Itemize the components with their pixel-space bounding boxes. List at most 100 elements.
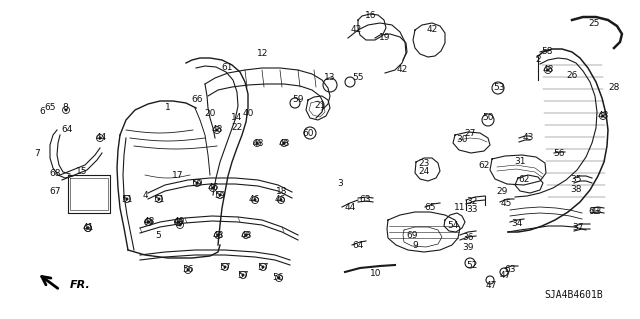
Text: 39: 39 (462, 242, 474, 251)
Text: 41: 41 (83, 224, 93, 233)
Circle shape (195, 182, 198, 184)
Text: 48: 48 (211, 125, 223, 135)
Circle shape (241, 273, 244, 277)
Text: 48: 48 (597, 112, 609, 121)
Text: 7: 7 (34, 149, 40, 158)
Text: 43: 43 (590, 206, 602, 216)
Text: 64: 64 (61, 125, 73, 135)
Circle shape (125, 197, 129, 201)
Text: 60: 60 (302, 129, 314, 137)
Text: 26: 26 (566, 70, 578, 79)
Text: 65: 65 (424, 203, 436, 211)
Text: 15: 15 (76, 167, 88, 176)
Circle shape (244, 234, 248, 236)
Text: 48: 48 (240, 231, 252, 240)
Text: 55: 55 (352, 72, 364, 81)
Circle shape (157, 197, 161, 201)
Text: 36: 36 (462, 233, 474, 241)
Text: 42: 42 (350, 26, 362, 34)
Text: 33: 33 (467, 205, 477, 214)
Text: 22: 22 (232, 123, 243, 132)
Text: 57: 57 (257, 263, 269, 271)
Circle shape (147, 220, 150, 224)
Text: 63: 63 (588, 206, 600, 216)
Text: 48: 48 (143, 218, 155, 226)
Text: 10: 10 (371, 270, 381, 278)
Text: 38: 38 (570, 184, 582, 194)
Text: 57: 57 (237, 271, 249, 279)
Text: 62: 62 (478, 160, 490, 169)
Text: 54: 54 (447, 220, 459, 229)
Text: 44: 44 (95, 133, 107, 143)
Text: 5: 5 (155, 231, 161, 240)
Text: 48: 48 (278, 138, 290, 147)
Text: 59: 59 (292, 95, 304, 105)
Text: 11: 11 (454, 203, 466, 211)
Text: 19: 19 (380, 33, 391, 41)
Text: 66: 66 (191, 95, 203, 105)
Circle shape (547, 69, 550, 71)
Circle shape (262, 265, 264, 269)
Text: 45: 45 (500, 198, 512, 207)
Text: 68: 68 (49, 169, 61, 179)
Circle shape (147, 220, 150, 224)
Text: FR.: FR. (70, 280, 91, 290)
Text: 16: 16 (365, 11, 377, 19)
Text: 67: 67 (49, 188, 61, 197)
Circle shape (216, 129, 218, 131)
Text: 21: 21 (314, 100, 326, 109)
Text: 46: 46 (275, 196, 285, 204)
Text: 56: 56 (272, 273, 284, 283)
Text: 59: 59 (191, 179, 203, 188)
Circle shape (179, 224, 182, 226)
Text: 58: 58 (541, 48, 553, 56)
Text: 48: 48 (252, 138, 264, 147)
Text: 51: 51 (121, 195, 132, 204)
Text: 59: 59 (214, 190, 226, 199)
Text: 32: 32 (467, 197, 477, 205)
Text: 40: 40 (243, 108, 253, 117)
Text: 31: 31 (515, 158, 525, 167)
Text: SJA4B4601B: SJA4B4601B (545, 290, 604, 300)
Text: 2: 2 (535, 56, 541, 64)
Text: 51: 51 (153, 195, 164, 204)
Circle shape (255, 142, 259, 145)
Circle shape (280, 198, 282, 202)
Text: 13: 13 (324, 73, 336, 83)
Text: 29: 29 (496, 188, 508, 197)
Text: 24: 24 (419, 167, 429, 176)
Circle shape (211, 187, 214, 189)
Text: 46: 46 (207, 183, 219, 192)
Circle shape (177, 220, 180, 224)
Circle shape (602, 115, 605, 117)
Text: 25: 25 (588, 19, 600, 27)
Text: 65: 65 (44, 102, 56, 112)
Text: 12: 12 (257, 49, 269, 58)
Text: 30: 30 (456, 136, 468, 145)
Text: 9: 9 (412, 241, 418, 250)
Circle shape (99, 137, 102, 139)
Text: 56: 56 (553, 150, 564, 159)
Text: 8: 8 (62, 102, 68, 112)
Text: 28: 28 (608, 83, 620, 92)
Text: 43: 43 (522, 133, 534, 143)
Text: 44: 44 (344, 203, 356, 211)
Circle shape (223, 265, 227, 269)
Text: 4: 4 (142, 191, 148, 201)
Text: 52: 52 (467, 261, 477, 270)
Text: 37: 37 (572, 224, 584, 233)
Text: 63: 63 (359, 196, 371, 204)
Text: 53: 53 (493, 83, 505, 92)
Text: 14: 14 (231, 114, 243, 122)
Text: 50: 50 (483, 114, 493, 122)
Text: 1: 1 (165, 102, 171, 112)
Text: 6: 6 (39, 108, 45, 116)
Text: 49: 49 (173, 218, 185, 226)
Text: 69: 69 (406, 231, 418, 240)
Text: 46: 46 (248, 196, 260, 204)
Text: 61: 61 (221, 63, 233, 71)
Circle shape (218, 194, 221, 197)
Text: 3: 3 (337, 179, 343, 188)
Circle shape (216, 234, 220, 236)
Circle shape (186, 269, 189, 271)
